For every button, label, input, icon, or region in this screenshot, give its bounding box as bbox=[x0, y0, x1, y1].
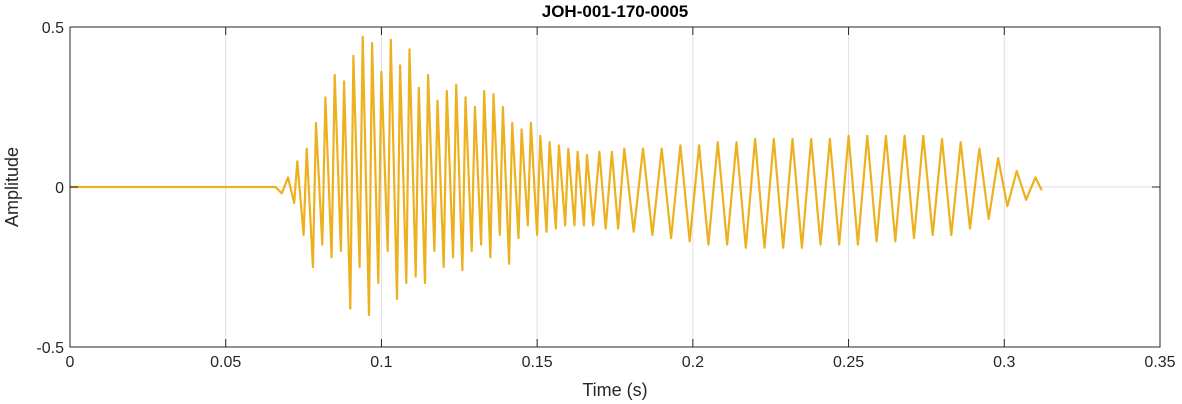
y-tick-label: -0.5 bbox=[36, 340, 64, 357]
x-tick-labels: 0 0.05 0.1 0.15 0.2 0.25 0.3 0.35 bbox=[66, 354, 1176, 371]
x-tick-label: 0.05 bbox=[210, 354, 241, 371]
x-tick-label: 0.3 bbox=[993, 354, 1015, 371]
x-tick-label: 0.1 bbox=[370, 354, 392, 371]
y-tick-label: 0 bbox=[55, 180, 64, 197]
x-tick-label: 0 bbox=[66, 354, 75, 371]
tick-marks bbox=[69, 26, 1161, 348]
x-axis-title: Time (s) bbox=[582, 380, 647, 400]
y-tick-labels: -0.5 0 0.5 bbox=[36, 20, 64, 357]
y-axis-title: Amplitude bbox=[2, 147, 22, 227]
chart-title: JOH-001-170-0005 bbox=[542, 2, 688, 21]
y-tick-label: 0.5 bbox=[42, 20, 64, 37]
x-tick-label: 0.15 bbox=[522, 354, 553, 371]
x-tick-label: 0.25 bbox=[833, 354, 864, 371]
x-tick-label: 0.35 bbox=[1144, 354, 1175, 371]
series-line-amplitude bbox=[70, 35, 1043, 317]
x-tick-label: 0.2 bbox=[682, 354, 704, 371]
